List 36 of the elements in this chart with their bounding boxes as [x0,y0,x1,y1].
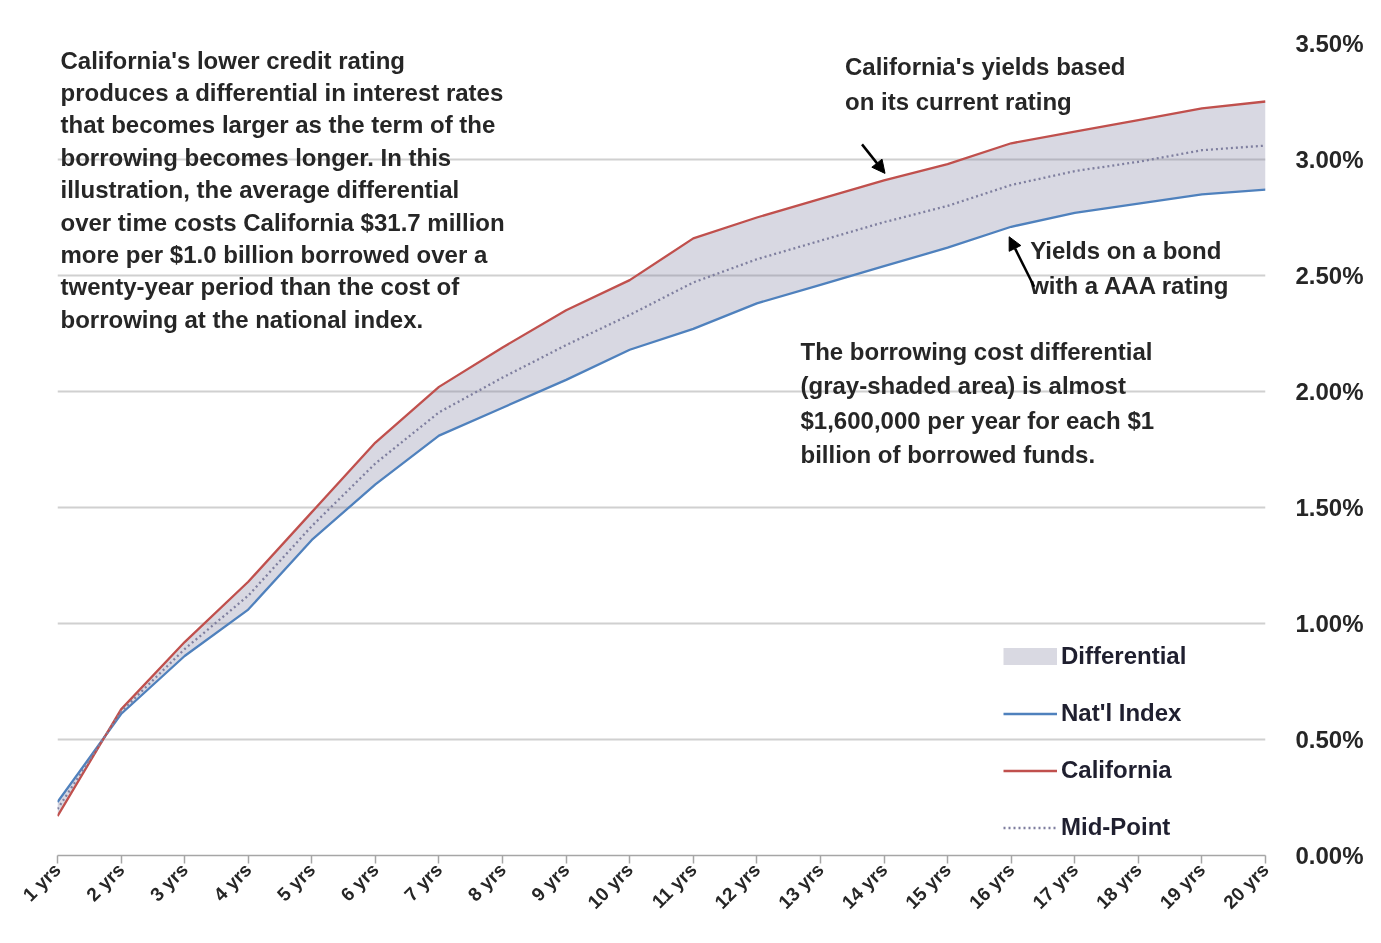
x-tick-label: 7 yrs [400,859,447,906]
x-tick-label: 20 yrs [1219,859,1273,913]
x-tick-label: 5 yrs [273,859,320,906]
x-tick-label: 12 yrs [710,859,765,913]
x-tick-label: 19 yrs [1155,859,1210,913]
y-tick-label: 3.00% [1295,146,1364,173]
x-tick-label: 18 yrs [1092,859,1146,913]
x-tick-label: 11 yrs [647,859,701,913]
x-tick-label: 17 yrs [1028,859,1083,913]
x-tick-label: 9 yrs [527,859,574,906]
y-tick-label: 1.50% [1295,494,1364,521]
annotation: Differential [1061,642,1187,670]
y-tick-label: 1.00% [1295,610,1364,637]
x-tick-label: 14 yrs [837,859,892,913]
x-tick-label: 3 yrs [145,859,193,906]
y-tick-label: 0.00% [1295,842,1364,869]
legend-label: Mid-Point [1061,813,1171,841]
x-tick-label: 2 yrs [82,859,129,906]
y-tick-label: 3.50% [1295,30,1364,57]
y-tick-label: 2.50% [1295,262,1364,289]
annotation: The borrowing cost differential (gray-shaded area) is almost $1,600,000 per year for each $1 billion of borrowed funds. [800,337,1155,469]
x-tick-label: 8 yrs [463,859,510,906]
x-tick-label: 4 yrs [209,859,256,906]
y-tick-label: 2.00% [1295,378,1364,405]
x-tick-label: 6 yrs [336,859,383,906]
legend-label: California [1061,756,1172,784]
legend-label: Nat'l Index [1061,699,1182,727]
x-tick-label: 10 yrs [583,859,638,913]
x-tick-label: 1 yrs [18,859,65,906]
annotation: California's yields based on its current rating [845,53,1126,116]
annotation: Yields on a bond with a AAA rating [1029,236,1229,299]
x-tick-label: 16 yrs [964,859,1019,913]
text: California's lower credit rating produces a differential in interest rates that becomes larger as the term of the borrowing becomes longer. In this illustration, the average differential over time costs California $31.7 million more per $1.0 billion borrowed over a twenty-year period than the cost of borrowing at the national index. [60,46,505,333]
y-tick-label: 0.50% [1295,726,1364,753]
x-tick-label: 15 yrs [901,859,956,913]
x-tick-label: 13 yrs [774,859,828,913]
